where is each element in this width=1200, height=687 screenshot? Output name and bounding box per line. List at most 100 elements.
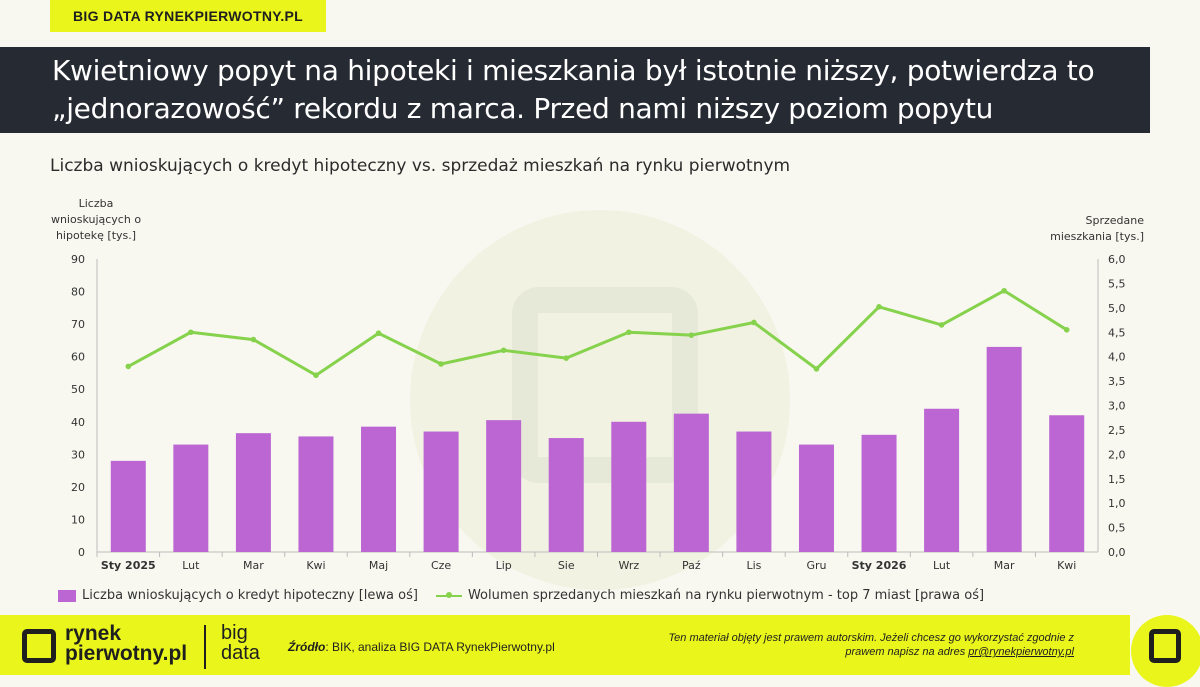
x-tick-label: Lis: [746, 559, 761, 572]
x-tick-label: Kwi: [306, 559, 325, 572]
bigdata-logo: big data: [221, 623, 260, 663]
bar: [798, 444, 834, 552]
left-tick-label: 0: [78, 546, 85, 559]
source-label: Źródło: [288, 640, 326, 654]
bar: [110, 460, 146, 552]
rynekpierwotny-logo[interactable]: rynek pierwotny.pl: [65, 622, 188, 665]
right-tick-label: 6,0: [1108, 253, 1126, 266]
left-tick-label: 80: [71, 286, 85, 299]
bar: [173, 444, 209, 552]
right-tick-label: 2,5: [1108, 424, 1126, 437]
x-tick-label: Sie: [558, 559, 575, 572]
chart-subtitle: Liczba wnioskujących o kredyt hipoteczny…: [50, 156, 791, 176]
line-point: [500, 347, 507, 354]
x-tick-label: Mar: [994, 559, 1015, 572]
bar: [361, 426, 397, 552]
line-point: [1001, 287, 1007, 294]
line-point: [375, 330, 382, 337]
line-point: [625, 329, 632, 336]
bar: [548, 438, 584, 552]
line-point: [250, 336, 257, 343]
x-tick-label: Lut: [933, 559, 951, 572]
x-tick-label: Gru: [806, 559, 826, 572]
x-tick-label: Sty 2026: [852, 559, 907, 572]
right-tick-label: 5,5: [1108, 277, 1126, 290]
right-axis-title: Sprzedane mieszkania [tys.]: [1050, 214, 1144, 243]
line-point: [563, 355, 570, 361]
x-tick-label: Lut: [182, 559, 200, 572]
legend-bar-label: Liczba wnioskujących o kredyt hipoteczny…: [82, 588, 418, 603]
line-point: [688, 332, 695, 338]
watermark-mark: [512, 287, 698, 483]
right-tick-label: 2,0: [1108, 448, 1126, 461]
watermark-circle: [410, 210, 790, 590]
x-tick-label: Sty 2025: [101, 559, 156, 572]
line-point: [876, 304, 882, 310]
legend-line-swatch: [435, 591, 462, 598]
logo-divider: [204, 625, 206, 669]
left-tick-label: 60: [71, 351, 85, 364]
source-text: : BIK, analiza BIG DATA RynekPierwotny.p…: [325, 640, 555, 654]
bar: [736, 431, 772, 552]
line-point: [751, 319, 757, 326]
line-point: [938, 322, 945, 328]
source-note: Źródło: BIK, analiza BIG DATA RynekPierw…: [288, 640, 555, 654]
bar: [673, 413, 709, 552]
logo-line1: rynek: [65, 622, 122, 645]
right-tick-label: 0,5: [1108, 522, 1126, 535]
left-tick-label: 10: [71, 513, 85, 526]
bar: [861, 434, 897, 552]
line-point: [313, 372, 319, 379]
x-tick-label: Cze: [431, 559, 451, 572]
left-tick-label: 40: [71, 416, 85, 429]
right-tick-label: 1,0: [1108, 497, 1126, 510]
bar: [611, 421, 647, 552]
footer: rynek pierwotny.pl big data Źródło: BIK,…: [0, 615, 1130, 675]
line-point: [813, 366, 820, 372]
page-title: Kwietniowy popyt na hipoteki i mieszkani…: [52, 54, 1095, 125]
left-tick-label: 70: [71, 318, 85, 331]
corner-logo-icon: [1149, 629, 1181, 663]
bar: [1049, 415, 1085, 552]
line-point: [188, 329, 194, 336]
left-tick-label: 90: [71, 253, 85, 266]
copyright-text: Ten materiał objęty jest prawem autorski…: [668, 632, 1074, 658]
chart-legend: Liczba wnioskujących o kredyt hipoteczny…: [58, 588, 984, 603]
contact-email-link[interactable]: pr@rynekpierwotny.pl: [968, 646, 1074, 658]
bar: [235, 433, 271, 552]
left-tick-label: 20: [71, 481, 85, 494]
line-point: [438, 361, 444, 367]
logo-line2: pierwotny.pl: [65, 642, 188, 665]
right-tick-label: 0,0: [1108, 546, 1126, 559]
brand-tag: BIG DATA RYNEKPIERWOTNY.PL: [50, 0, 326, 32]
x-tick-label: Lip: [496, 559, 512, 572]
right-tick-label: 3,5: [1108, 375, 1126, 388]
legend-bar-swatch: [58, 589, 76, 602]
line-point: [1063, 327, 1070, 333]
left-tick-label: 50: [71, 383, 85, 396]
left-tick-label: 30: [71, 448, 85, 461]
bigdata-line2: data: [221, 642, 260, 664]
x-tick-label: Mar: [243, 559, 264, 572]
legend-line-label: Wolumen sprzedanych mieszkań na rynku pi…: [467, 588, 985, 603]
line-point: [125, 363, 132, 370]
sales-line: [127, 289, 1068, 377]
right-tick-label: 1,5: [1108, 473, 1126, 486]
bar: [298, 436, 334, 552]
corner-badge: [1131, 615, 1200, 687]
bar: [486, 420, 522, 552]
right-tick-label: 4,5: [1108, 326, 1126, 339]
bar: [924, 408, 960, 552]
x-tick-label: Wrz: [618, 559, 639, 572]
rynekpierwotny-logo-icon: [22, 629, 56, 663]
x-tick-label: Kwi: [1057, 559, 1076, 572]
copyright-note: Ten materiał objęty jest prawem autorski…: [634, 631, 1074, 659]
right-tick-label: 4,0: [1108, 351, 1126, 364]
bigdata-line1: big: [221, 622, 248, 644]
left-axis-title: Liczba wnioskujących o hipotekę [tys.]: [50, 197, 142, 242]
bar: [986, 346, 1022, 552]
x-tick-label: Paź: [682, 559, 701, 572]
right-tick-label: 3,0: [1108, 400, 1126, 413]
title-bar: Kwietniowy popyt na hipoteki i mieszkani…: [0, 47, 1150, 133]
